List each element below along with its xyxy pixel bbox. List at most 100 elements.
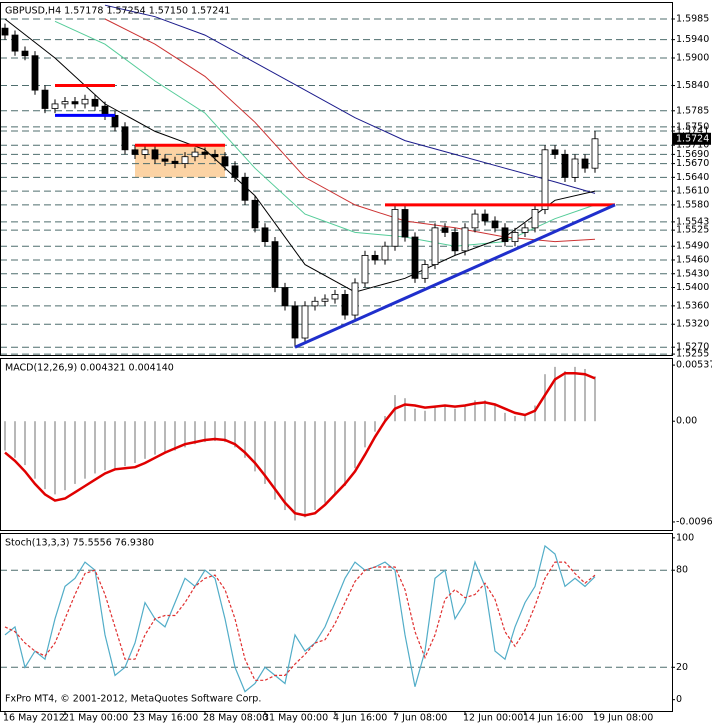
candle-body [541,149,549,210]
candle-body [151,149,159,160]
y-tick-label: 100 [676,532,694,543]
candle-body [311,300,319,307]
y-tick-label: 1.5690 [676,149,709,160]
candle-body [41,89,49,109]
panel-frame [0,358,673,531]
y-tick-label: 1.5460 [676,254,709,265]
candle-body [431,227,439,265]
y-tick-label: 1.5490 [676,241,709,252]
candle-body [421,264,429,279]
candle-body [231,165,239,178]
last-price-box [673,132,711,145]
zone [135,145,225,178]
y-tick-label: 1.5670 [676,158,709,169]
x-tick-label: 14 Jun 16:00 [523,713,583,724]
candle-body [81,98,89,105]
candle-body [271,241,279,288]
last-price-label: 1.5724 [676,133,709,144]
candle-body [181,156,189,164]
candle-body [411,236,419,279]
candle-body [121,126,129,151]
y-tick-label: 1.5360 [676,300,709,311]
x-tick-label: 21 May 00:00 [63,713,128,724]
candle-body [281,287,289,307]
candle-body [471,213,479,229]
candle-body [191,151,199,158]
candle-body [441,227,449,233]
copyright: FxPro MT4, © 2001-2012, MetaQuotes Softw… [5,694,261,705]
y-tick-label: 1.5430 [676,268,709,279]
candle-body [241,176,249,201]
y-tick-label: 1.5610 [676,186,709,197]
candle-body [341,294,349,316]
y-tick-label: 0 [676,694,682,705]
candle-body [111,114,119,128]
panel-frame [0,533,673,712]
chart-title: GBPUSD,H4 1.57178 1.57254 1.57150 1.5724… [5,6,230,17]
candle-body [321,298,329,302]
y-tick-label: 0.00537 [676,360,712,371]
candle-body [581,158,589,169]
candle-body [521,227,529,233]
signal-line [4,371,596,517]
panel-title: MACD(12,26,9) 0.004321 0.004140 [5,363,174,374]
candle-body [481,213,489,222]
candle-body [511,232,519,243]
candle-body [21,50,29,57]
candle-body [561,154,569,178]
candle-body [221,156,229,167]
candle-body [591,138,599,169]
candle-body [91,98,99,107]
y-tick-label: 1.5750 [676,121,709,132]
y-tick-label: 1.5320 [676,319,709,330]
candle-body [491,220,499,229]
candle-body [401,209,409,238]
y-tick-label: 80 [676,565,688,576]
candle-body [501,227,509,243]
candle-body [381,245,389,261]
y-tick-label: 1.5985 [676,13,709,24]
candle-body [301,305,309,339]
y-tick-label: 0.00 [676,416,697,427]
y-tick-label: 1.5710 [676,140,709,151]
candle-body [391,209,399,247]
candle-body [251,199,259,229]
y-tick-label: 1.5640 [676,172,709,183]
x-tick-label: 23 May 16:00 [133,713,198,724]
x-tick-label: 12 Jun 00:00 [463,713,523,724]
y-tick-label: 1.5400 [676,282,709,293]
moving-average [104,4,596,194]
candle-body [201,151,209,155]
candle-body [141,149,149,155]
candle-body [531,209,539,229]
x-tick-label: 16 May 2012 [3,713,65,724]
candle-body [171,160,179,164]
candle-body [71,101,79,105]
y-tick-label: 1.5543 [676,216,709,227]
candle-body [291,305,299,339]
y-tick-label: -0.00964 [676,516,712,527]
y-tick-label: 1.5900 [676,53,709,64]
candle-body [61,101,69,105]
y-tick-label: 1.5525 [676,225,709,236]
y-tick-label: 1.5580 [676,199,709,210]
x-tick-label: 19 Jun 08:00 [593,713,653,724]
candle-body [131,149,139,155]
candle-body [11,34,19,52]
y-tick-label: 1.5785 [676,105,709,116]
moving-average [104,18,596,243]
x-tick-label: 31 May 00:00 [263,713,328,724]
y-tick-label: 1.5741 [676,125,709,136]
candle-body [351,282,359,316]
candle-body [51,103,59,109]
candle-body [31,55,39,91]
y-tick-label: 1.5255 [676,349,709,360]
candle-body [571,158,579,178]
candle-body [461,227,469,252]
candle-body [161,158,169,162]
candle-body [261,227,269,243]
stoch-line [4,561,596,681]
